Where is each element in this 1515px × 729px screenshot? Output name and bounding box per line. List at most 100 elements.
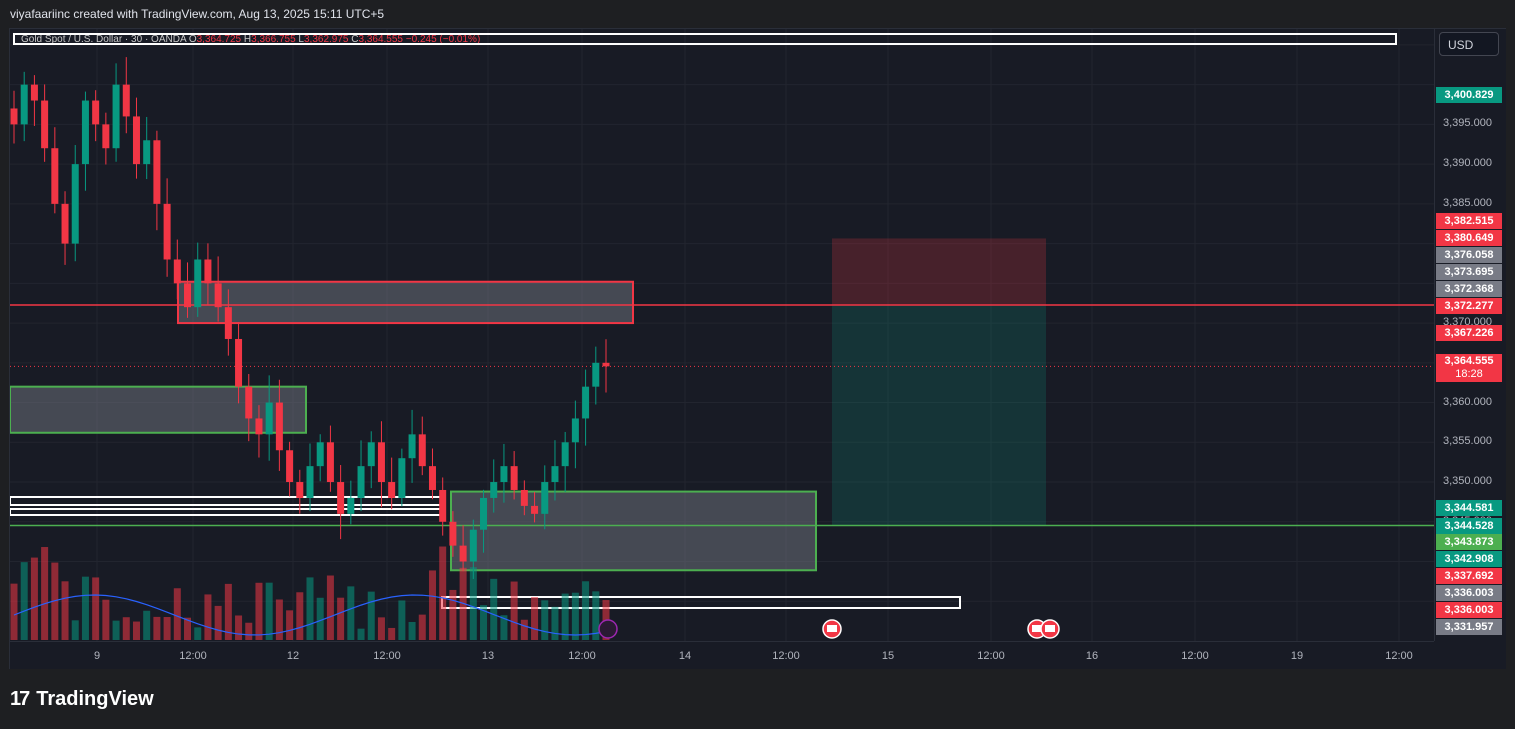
- time-tick-label: 13: [481, 650, 495, 662]
- legend-low-label: L: [298, 34, 304, 45]
- candle-body: [102, 124, 110, 149]
- volume-bar: [214, 605, 222, 640]
- time-tick-label: 19: [1290, 650, 1304, 662]
- volume-bar: [71, 620, 79, 640]
- us-flag-icon: [1045, 625, 1055, 632]
- zone-demand: [10, 385, 307, 434]
- price-tag: 3,344.581: [1436, 500, 1502, 516]
- candle-body: [571, 418, 579, 443]
- event-flash-icon: [598, 619, 618, 639]
- volume-bar: [184, 617, 192, 640]
- price-tag: 3,336.003: [1436, 602, 1502, 618]
- candle-body: [326, 442, 334, 483]
- price-tick-label: 3,355.000: [1443, 435, 1492, 448]
- candle-body: [296, 482, 304, 498]
- candle-body: [204, 259, 212, 284]
- candle-body: [41, 100, 49, 149]
- candle-body: [81, 100, 89, 165]
- chart-frame[interactable]: Gold Spot / U.S. Dollar · 30 · OANDA O3,…: [9, 28, 1506, 669]
- candle-body: [184, 283, 192, 308]
- volume-bar: [153, 616, 161, 640]
- volume-bar: [51, 562, 59, 640]
- price-tick-label: 3,360.000: [1443, 395, 1492, 408]
- candle-body: [173, 259, 181, 284]
- price-tag: 3,336.003: [1436, 585, 1502, 601]
- candle-body: [337, 482, 345, 514]
- candle-body: [459, 545, 467, 562]
- symbol-legend[interactable]: Gold Spot / U.S. Dollar · 30 · OANDA O3,…: [13, 33, 1397, 45]
- volume-bar: [480, 605, 488, 640]
- range-box: [10, 508, 443, 516]
- volume-bar: [132, 621, 140, 640]
- candle-body: [592, 362, 600, 387]
- candle-body: [561, 442, 569, 467]
- candle-body: [122, 84, 130, 117]
- legend-low-value: 3,362.975: [303, 34, 349, 45]
- volume-bar: [255, 582, 263, 640]
- volume-bar: [245, 622, 253, 640]
- volume-bar: [92, 577, 100, 640]
- price-axis[interactable]: 3,405.0003,395.0003,390.0003,385.0003,37…: [1434, 29, 1507, 641]
- candle-body: [398, 458, 406, 498]
- volume-bar: [531, 596, 539, 640]
- price-chart-svg[interactable]: [10, 29, 1434, 641]
- price-tag: 3,367.226: [1436, 325, 1502, 341]
- time-tick-label: 12:00: [568, 650, 596, 662]
- plot-area[interactable]: Gold Spot / U.S. Dollar · 30 · OANDA O3,…: [10, 29, 1434, 641]
- price-tag: 3,344.528: [1436, 518, 1502, 534]
- legend-close-label: C: [351, 34, 359, 45]
- volume-bar: [388, 627, 396, 640]
- zone-supply: [177, 280, 634, 325]
- candle-body: [10, 108, 18, 125]
- volume-bar: [10, 583, 18, 640]
- volume-bar: [377, 617, 385, 640]
- time-axis[interactable]: 9 12:00 12 12:00 13 12:00 14 12:00 15 12:00 16 12:0…: [10, 641, 1434, 670]
- candle-body: [20, 84, 28, 125]
- candle-body: [357, 466, 365, 498]
- volume-bar: [112, 620, 120, 640]
- candle-body: [551, 466, 559, 483]
- volume-bar: [490, 578, 498, 640]
- price-tag: 3,331.957: [1436, 619, 1502, 635]
- candle-body: [286, 450, 294, 483]
- price-tag: 3,372.368: [1436, 281, 1502, 297]
- candle-body: [582, 386, 590, 419]
- us-flag-icon: [827, 625, 837, 632]
- volume-bar: [428, 570, 436, 640]
- candle-body: [306, 466, 314, 498]
- candle-body: [61, 203, 69, 244]
- price-tag: 3,372.277: [1436, 298, 1502, 314]
- volume-bar: [337, 597, 345, 640]
- candle-body: [388, 482, 396, 498]
- candle-body: [194, 259, 202, 308]
- time-tick-label: 14: [678, 650, 692, 662]
- candle-body: [245, 386, 253, 419]
- volume-bar: [449, 589, 457, 640]
- volume-bar: [30, 557, 38, 640]
- price-tag-countdown: 18:28: [1455, 368, 1483, 380]
- volume-bar: [592, 591, 600, 640]
- time-tick-label: 12:00: [179, 650, 207, 662]
- candle-body: [153, 140, 161, 204]
- price-tag: 3,342.908: [1436, 551, 1502, 567]
- price-tick-label: 3,390.000: [1443, 157, 1492, 170]
- time-tick-label: 12:00: [373, 650, 401, 662]
- volume-bar: [582, 581, 590, 640]
- candle-body: [418, 434, 426, 467]
- range-box: [10, 496, 443, 506]
- candle-body: [265, 402, 273, 435]
- volume-bar: [469, 567, 477, 640]
- volume-bar: [81, 576, 89, 640]
- currency-button[interactable]: USD: [1439, 32, 1499, 56]
- time-tick-label: 12:00: [977, 650, 1005, 662]
- volume-bar: [163, 617, 171, 640]
- candle-body: [490, 482, 498, 498]
- volume-bar: [204, 594, 212, 640]
- candle-body: [347, 497, 355, 514]
- time-tick-label: 12:00: [1385, 650, 1413, 662]
- candle-body: [520, 489, 528, 506]
- candle-body: [92, 100, 100, 125]
- volume-bar: [194, 627, 202, 640]
- us-flag-icon: [1032, 625, 1042, 632]
- legend-open-value: 3,364.725: [196, 34, 242, 45]
